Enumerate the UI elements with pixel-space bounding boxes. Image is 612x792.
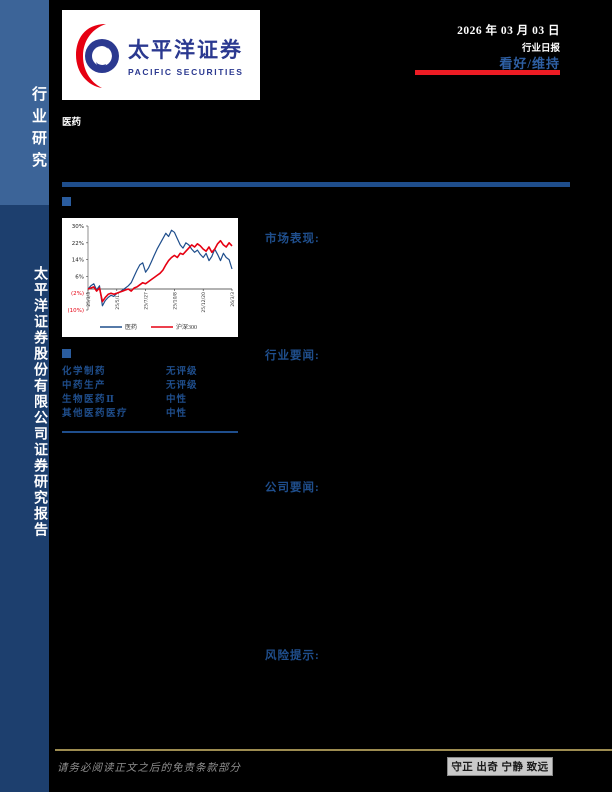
sidebar-company-label: 太平洋证券股份有限公司证券研究报告 <box>32 266 47 538</box>
red-accent-bar <box>415 70 560 75</box>
sub-industry-name: 中药生产 <box>62 381 107 391</box>
report-type: 行业日报 <box>521 44 560 54</box>
y-axis-tick-label: (2%) <box>71 291 84 297</box>
market-performance-chart: 30% 22% 14% 6% (2%) (10%) 25/3/3 25/5/15 25/7/27… <box>62 218 238 337</box>
sub-industry-name: 化学制药 <box>62 367 107 377</box>
section-bullet-icon <box>62 197 71 206</box>
sidebar-top-band <box>0 0 49 205</box>
ratings-table-row: 其他医药医疗 中性 <box>62 407 238 421</box>
sub-industry-ratings-table: 化学制药 无评级 中药生产 无评级 生物医药Ⅱ 中性 其他医药医疗 中性 <box>62 365 238 421</box>
x-axis-tick-label: 25/3/3 <box>86 292 92 307</box>
x-axis-tick-label: 25/5/15 <box>115 292 121 310</box>
series-line-医药 <box>87 229 233 307</box>
section-company-news: 公司要闻: <box>265 482 320 494</box>
y-axis-tick-label: (10%) <box>67 308 84 314</box>
industry-rating: 看好/维持 <box>499 56 560 71</box>
sub-industry-rating: 中性 <box>166 395 188 405</box>
y-axis-tick-label: 6% <box>75 274 84 280</box>
sub-industry-name: 其他医药医疗 <box>62 409 129 419</box>
footer-gold-line <box>55 749 612 751</box>
y-axis-tick-label: 22% <box>72 241 84 247</box>
footer-disclaimer: 请务必阅读正文之后的免责条款部分 <box>57 763 241 774</box>
section-industry-news: 行业要闻: <box>265 350 320 362</box>
legend-label: 沪深300 <box>176 323 197 331</box>
pacific-securities-logo-icon <box>76 24 119 88</box>
section-risk-warning: 风险提示: <box>265 650 320 662</box>
x-axis-tick-label: 25/12/20 <box>201 292 207 313</box>
ratings-table-row: 生物医药Ⅱ 中性 <box>62 393 238 407</box>
ratings-table-underline <box>62 431 238 433</box>
logo-english-name: PACIFIC SECURITIES <box>128 66 244 77</box>
legend-label: 医药 <box>125 323 137 331</box>
industry-name-label: 医药 <box>62 118 82 128</box>
ratings-table-row: 中药生产 无评级 <box>62 379 238 393</box>
x-axis-tick-label: 26/3/3 <box>230 292 236 307</box>
sidebar-bottom-band <box>0 205 49 792</box>
x-axis-tick-label: 25/7/27 <box>144 292 150 310</box>
y-axis-tick-label: 14% <box>72 258 84 264</box>
sub-industry-rating: 无评级 <box>166 381 198 391</box>
footer-motto-badge: 守正 出奇 宁静 致远 <box>447 757 553 776</box>
sub-industry-rating: 中性 <box>166 409 188 419</box>
ratings-table-row: 化学制药 无评级 <box>62 365 238 379</box>
blue-divider-bar <box>62 182 570 187</box>
sub-industry-name: 生物医药Ⅱ <box>62 395 116 405</box>
section-bullet-icon <box>62 349 71 358</box>
section-market-performance: 市场表现: <box>265 233 320 245</box>
sub-industry-rating: 无评级 <box>166 367 198 377</box>
series-line-沪深300 <box>87 239 233 303</box>
report-date: 2026 年 03 月 03 日 <box>457 25 560 37</box>
logo-chinese-name: 太平洋证券 <box>128 37 243 62</box>
company-logo: 太平洋证券 PACIFIC SECURITIES <box>62 10 260 100</box>
y-axis-tick-label: 30% <box>72 224 84 230</box>
sidebar-category-label: 行业研究 <box>30 86 46 174</box>
x-axis-tick-label: 25/10/8 <box>172 292 178 310</box>
